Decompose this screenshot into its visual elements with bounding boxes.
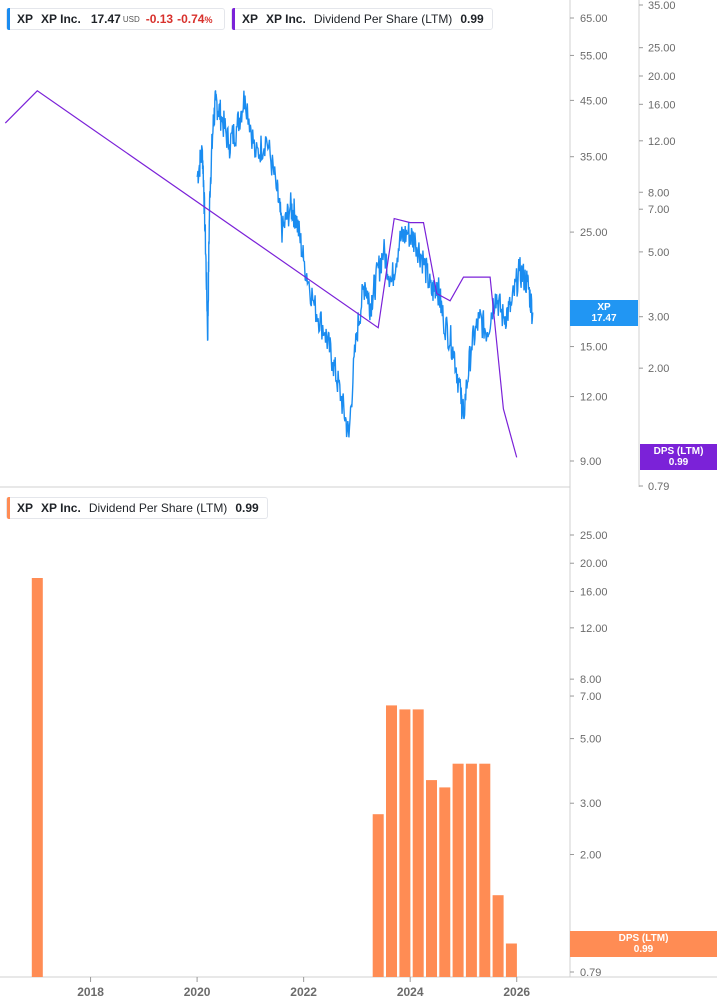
bar-axis-tick-label: 8.00 (580, 674, 601, 686)
x-axis-tick-label: 2026 (503, 985, 530, 999)
dps-axis-tick-label: 5.00 (648, 247, 669, 259)
grid-lines (0, 0, 717, 978)
bar-legend-value: 0.99 (235, 501, 259, 515)
dps-axis-tick-label: 0.79 (648, 481, 669, 493)
bar-legend-name: XP Inc. (41, 501, 81, 515)
bar-axis-tick-label: 3.00 (580, 798, 601, 810)
dps-legend-ticker: XP (242, 12, 259, 26)
price-tag-value: 17.47 (591, 313, 617, 324)
price-legend-change: -0.13 (145, 12, 174, 26)
bar-axis-tick-label: 5.00 (580, 734, 601, 746)
bar-axis-tick-label: 20.00 (580, 558, 608, 570)
price-panel (4, 90, 534, 458)
price-tag-ticker: XP (597, 302, 611, 313)
price-legend-change-pct-value: -0.74 (177, 12, 205, 26)
price-axis-tick-label: 25.00 (580, 227, 608, 239)
dividend-bar (31, 578, 43, 977)
price-legend-swatch (7, 8, 10, 30)
dps-tag-bottom: DPS (LTM) 0.99 (570, 931, 717, 957)
dividend-bar (372, 814, 384, 977)
price-axis-tick-label: 55.00 (580, 50, 608, 62)
price-tag: XP 17.47 (570, 300, 638, 326)
price-axis-tick-label: 9.00 (580, 456, 601, 468)
dps-series-line (4, 90, 518, 458)
dps-axis-tick-label: 16.00 (648, 99, 676, 111)
dps-axis-tick-label: 20.00 (648, 71, 676, 83)
dps-axis-tick-label: 8.00 (648, 187, 669, 199)
bar-axis-tick-label: 7.00 (580, 691, 601, 703)
dps-axis-tick-label: 35.00 (648, 0, 676, 12)
dps-axis-tick-label: 25.00 (648, 43, 676, 55)
dps-axis-tick-label: 3.00 (648, 312, 669, 324)
dps-legend-value: 0.99 (460, 12, 484, 26)
bar-legend[interactable]: XP XP Inc. Dividend Per Share (LTM) 0.99 (6, 497, 268, 519)
dividend-bar (479, 763, 491, 977)
price-axis-tick-label: 65.00 (580, 13, 608, 25)
dps-tag-bottom-label: DPS (LTM) (618, 933, 669, 944)
dps-axis-tick-label: 12.00 (648, 136, 676, 148)
price-series-line (196, 90, 534, 438)
bar-axis-tick-label: 16.00 (580, 586, 608, 598)
dps-legend-swatch (232, 8, 235, 30)
dividend-bar (505, 943, 517, 977)
price-legend-value: 17.47 (90, 12, 121, 26)
price-axis-tick-label: 12.00 (580, 392, 608, 404)
bar-axis-tick-label: 0.79 (580, 967, 601, 979)
x-axis-tick-label: 2022 (290, 985, 317, 999)
price-legend-currency: USD (122, 14, 140, 24)
dividend-panel (31, 578, 517, 977)
dividend-bar (492, 895, 504, 977)
x-axis-tick-label: 2018 (77, 985, 104, 999)
price-legend-change-pct: -0.74% (177, 12, 212, 26)
dps-tag-top-value: 0.99 (668, 457, 689, 468)
price-legend[interactable]: XP XP Inc. 17.47 USD -0.13 -0.74% (6, 8, 226, 30)
price-axis-tick-label: 45.00 (580, 95, 608, 107)
price-axis-tick-label: 15.00 (580, 342, 608, 354)
x-axis-tick-label: 2020 (184, 985, 211, 999)
bar-legend-swatch (7, 497, 10, 519)
price-axis-tick-label: 35.00 (580, 152, 608, 164)
price-legend-name: XP Inc. (41, 12, 81, 26)
dividend-bar (386, 705, 397, 977)
dividend-bar (412, 709, 424, 977)
dividend-bar (439, 787, 451, 977)
dps-legend-metric: Dividend Per Share (LTM) (313, 12, 453, 26)
bar-axis-tick-label: 2.00 (580, 849, 601, 861)
dps-tag-bottom-value: 0.99 (633, 944, 654, 955)
dps-tag-top-label: DPS (LTM) (653, 446, 704, 457)
bar-legend-ticker: XP (17, 501, 34, 515)
dividend-bar (465, 763, 477, 977)
dividend-bar (452, 763, 464, 977)
dps-legend[interactable]: XP XP Inc. Dividend Per Share (LTM) 0.99 (231, 8, 493, 30)
dps-tag-top: DPS (LTM) 0.99 (640, 444, 717, 470)
dividend-bar (399, 709, 411, 977)
price-legend-pct-sign: % (204, 15, 213, 25)
x-axis-tick-label: 2024 (397, 985, 424, 999)
dps-axis-tick-label: 2.00 (648, 363, 669, 375)
bar-legend-metric: Dividend Per Share (LTM) (88, 501, 228, 515)
dps-legend-name: XP Inc. (266, 12, 306, 26)
bar-axis-tick-label: 25.00 (580, 530, 608, 542)
axes: 65.00 55.00 45.00 35.00 25.00 15.00 12.00 9.00 3… (77, 0, 675, 999)
price-legend-ticker: XP (17, 12, 34, 26)
dividend-bar (426, 780, 437, 977)
dps-axis-tick-label: 7.00 (648, 204, 669, 216)
bar-axis-tick-label: 12.00 (580, 623, 608, 635)
